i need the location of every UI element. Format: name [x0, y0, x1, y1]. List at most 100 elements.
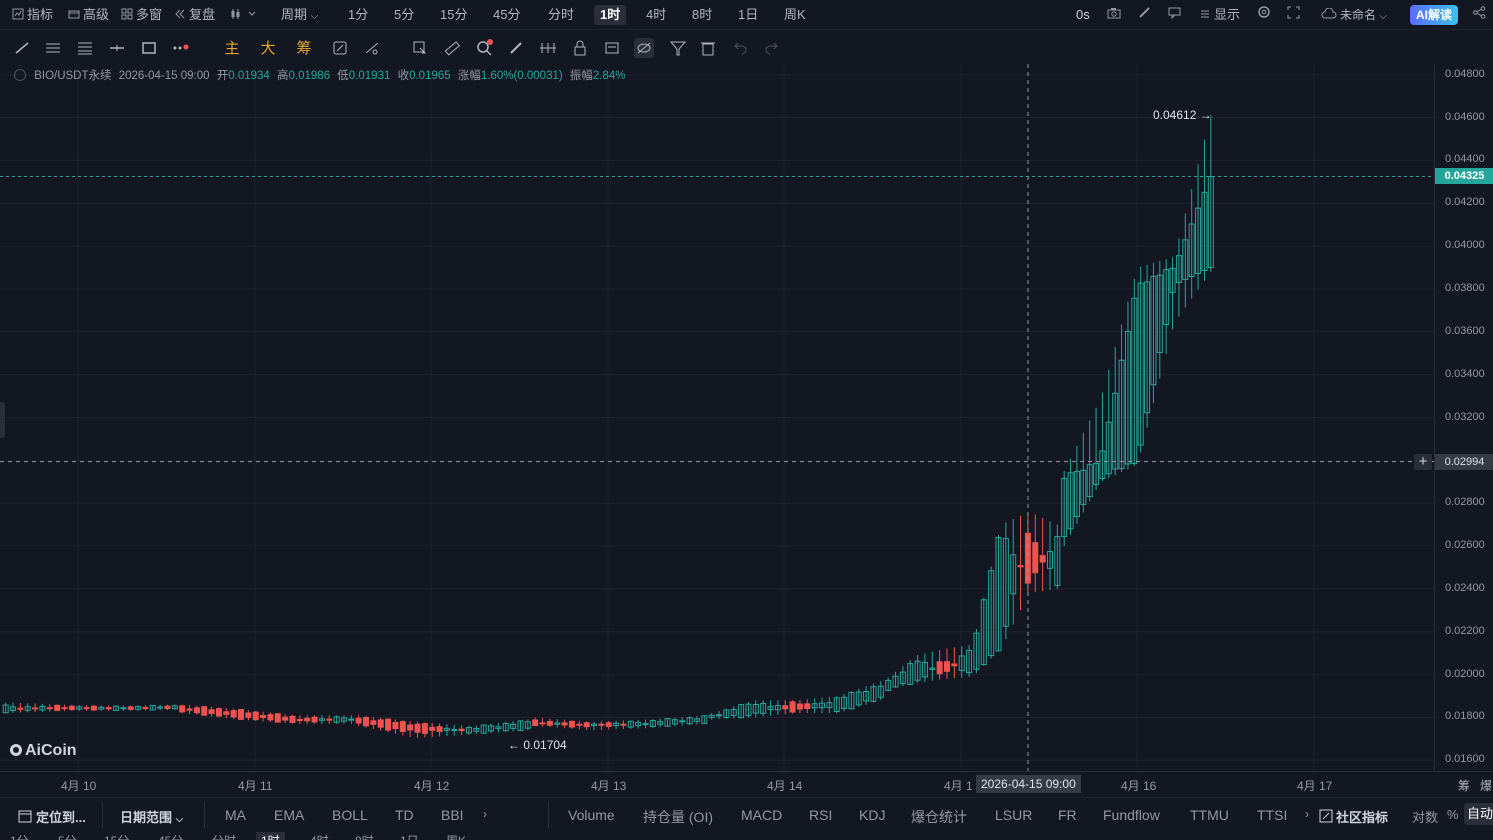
multi-window-button[interactable]: 多窗 — [121, 5, 162, 25]
parallel-lines-icon[interactable] — [43, 38, 63, 58]
symbol-label[interactable]: BIO/USDT永续 — [34, 70, 112, 82]
interval-1m[interactable]: 1分 — [348, 7, 369, 22]
comment-icon[interactable] — [1168, 5, 1181, 25]
candle-body — [532, 719, 539, 727]
big-order-button[interactable]: 大 — [260, 40, 276, 57]
pattern-icon[interactable] — [362, 38, 382, 58]
edit-icon[interactable] — [1138, 5, 1151, 25]
interval-timeline[interactable]: 分时 — [548, 7, 575, 22]
add-alert-plus-icon[interactable]: + — [1414, 453, 1432, 470]
camera-icon[interactable] — [1107, 5, 1121, 25]
template-icon[interactable] — [602, 38, 622, 58]
indicator-td[interactable]: TD — [395, 807, 414, 823]
interval-4h-secondary[interactable]: 4时 — [310, 832, 329, 840]
ruler-icon[interactable] — [442, 38, 462, 58]
indicator-ttmu[interactable]: TTMU — [1190, 807, 1229, 823]
auto-scale-toggle[interactable]: 自动 — [1464, 803, 1493, 825]
ai-button[interactable]: AI解读 — [1410, 5, 1459, 25]
redo-icon[interactable] — [762, 38, 782, 58]
more-tools-icon[interactable] — [171, 38, 191, 58]
rectangle-icon[interactable] — [139, 38, 159, 58]
candle-body — [642, 723, 649, 726]
candle-body — [863, 690, 870, 702]
log-scale-toggle[interactable]: 对数 — [1412, 810, 1439, 825]
chart-canvas[interactable]: 0.04612 → ← 0.01704 — [0, 64, 1434, 771]
fullscreen-icon[interactable] — [1287, 5, 1300, 25]
collapse-icon[interactable] — [14, 69, 26, 81]
candle-body — [326, 718, 333, 721]
price-axis[interactable]: 0.04800 0.04600 0.04400 0.04200 0.04000 0.038… — [1434, 64, 1493, 771]
indicator-kdj[interactable]: KDJ — [859, 807, 886, 823]
hide-drawings-icon[interactable] — [634, 38, 654, 58]
percent-toggle[interactable]: % — [1447, 807, 1459, 822]
replay-button[interactable]: 复盘 — [174, 5, 215, 25]
liquidation-toggle[interactable]: 爆 — [1480, 779, 1493, 793]
indicator-rsi[interactable]: RSI — [809, 807, 833, 823]
auto-draw-icon[interactable] — [330, 38, 350, 58]
indicator-ttsi[interactable]: TTSI — [1257, 807, 1288, 823]
interval-week-secondary[interactable]: 周K — [446, 832, 466, 840]
interval-1h[interactable]: 1时 — [594, 5, 627, 25]
fib-lines-icon[interactable] — [75, 38, 95, 58]
time-axis[interactable]: 4月 10 4月 11 4月 12 4月 13 4月 14 4月 1 4月 16… — [0, 771, 1493, 796]
indicator-ma[interactable]: MA — [225, 807, 246, 823]
indicator-fr[interactable]: FR — [1058, 807, 1077, 823]
period-dropdown[interactable]: 周期 ⌵ — [281, 7, 319, 22]
chevron-right-icon[interactable]: › — [1305, 807, 1309, 821]
filter-icon[interactable] — [668, 38, 688, 58]
select-icon[interactable] — [410, 38, 430, 58]
interval-15m-secondary[interactable]: 15分 — [104, 832, 129, 840]
interval-5m[interactable]: 5分 — [394, 7, 415, 22]
interval-1m-secondary[interactable]: 1分 — [10, 832, 29, 840]
indicator-volume[interactable]: Volume — [568, 807, 615, 823]
interval-1h-secondary[interactable]: 1时 — [256, 832, 285, 840]
indicator-oi[interactable]: 持仓量 (OI) — [643, 809, 713, 825]
interval-week[interactable]: 周K — [784, 7, 806, 22]
horizontal-line-icon[interactable] — [107, 38, 127, 58]
lock-icon[interactable] — [570, 38, 590, 58]
interval-timeline-secondary[interactable]: 分时 — [212, 832, 236, 840]
date-range-dropdown[interactable]: 日期范围 ⌵ — [120, 810, 184, 825]
zoom-icon[interactable] — [474, 38, 494, 58]
brush-icon[interactable] — [506, 38, 526, 58]
main-chart-button[interactable]: 主 — [224, 40, 240, 57]
indicator-lsur[interactable]: LSUR — [995, 807, 1033, 823]
magnet-icon[interactable] — [538, 38, 558, 58]
indicator-fundflow[interactable]: Fundflow — [1103, 807, 1160, 823]
locate-button[interactable]: 定位到... — [18, 807, 86, 826]
interval-1d-secondary[interactable]: 1日 — [400, 832, 419, 840]
indicator-ema[interactable]: EMA — [274, 807, 305, 823]
candle-body — [54, 704, 61, 711]
interval-15m[interactable]: 15分 — [440, 7, 468, 22]
indicator-boll[interactable]: BOLL — [332, 807, 368, 823]
chips-button[interactable]: 筹 — [296, 40, 312, 57]
indicator-macd[interactable]: MACD — [741, 807, 783, 823]
trend-line-icon[interactable] — [12, 38, 32, 58]
settings-icon[interactable] — [1257, 5, 1271, 25]
time-tick: 4月 1 — [944, 779, 973, 793]
delete-icon[interactable] — [698, 38, 718, 58]
interval-5m-secondary[interactable]: 5分 — [58, 832, 77, 840]
interval-45m-secondary[interactable]: 45分 — [158, 832, 183, 840]
indicator-liquidation[interactable]: 爆仓统计 — [911, 809, 967, 825]
left-panel-handle[interactable] — [0, 402, 5, 438]
chevron-right-icon[interactable]: › — [483, 807, 487, 821]
community-indicators-button[interactable]: 社区指标 — [1319, 807, 1388, 826]
advanced-button[interactable]: 高级 — [68, 5, 109, 25]
indicator-button[interactable]: 指标 — [12, 5, 53, 25]
interval-45m[interactable]: 45分 — [493, 7, 521, 22]
undo-icon[interactable] — [730, 38, 750, 58]
chart-type-button[interactable] — [230, 5, 259, 25]
interval-8h[interactable]: 8时 — [692, 7, 713, 22]
price-tick: 0.02000 — [1445, 667, 1485, 680]
display-button[interactable]: 显示 — [1199, 5, 1240, 25]
share-icon[interactable] — [1473, 5, 1486, 25]
indicator-bbi[interactable]: BBI — [441, 807, 464, 823]
candlestick-chart[interactable]: 0.04612 → ← 0.01704 BIO/USDT永续 2026-04-15… — [0, 64, 1434, 771]
candle-body — [510, 723, 517, 729]
chips-toggle[interactable]: 筹 — [1458, 779, 1471, 793]
interval-4h[interactable]: 4时 — [646, 7, 667, 22]
interval-1d[interactable]: 1日 — [738, 7, 759, 22]
interval-8h-secondary[interactable]: 8时 — [355, 832, 374, 840]
layout-dropdown[interactable]: 未命名 ⌵ — [1321, 5, 1387, 25]
